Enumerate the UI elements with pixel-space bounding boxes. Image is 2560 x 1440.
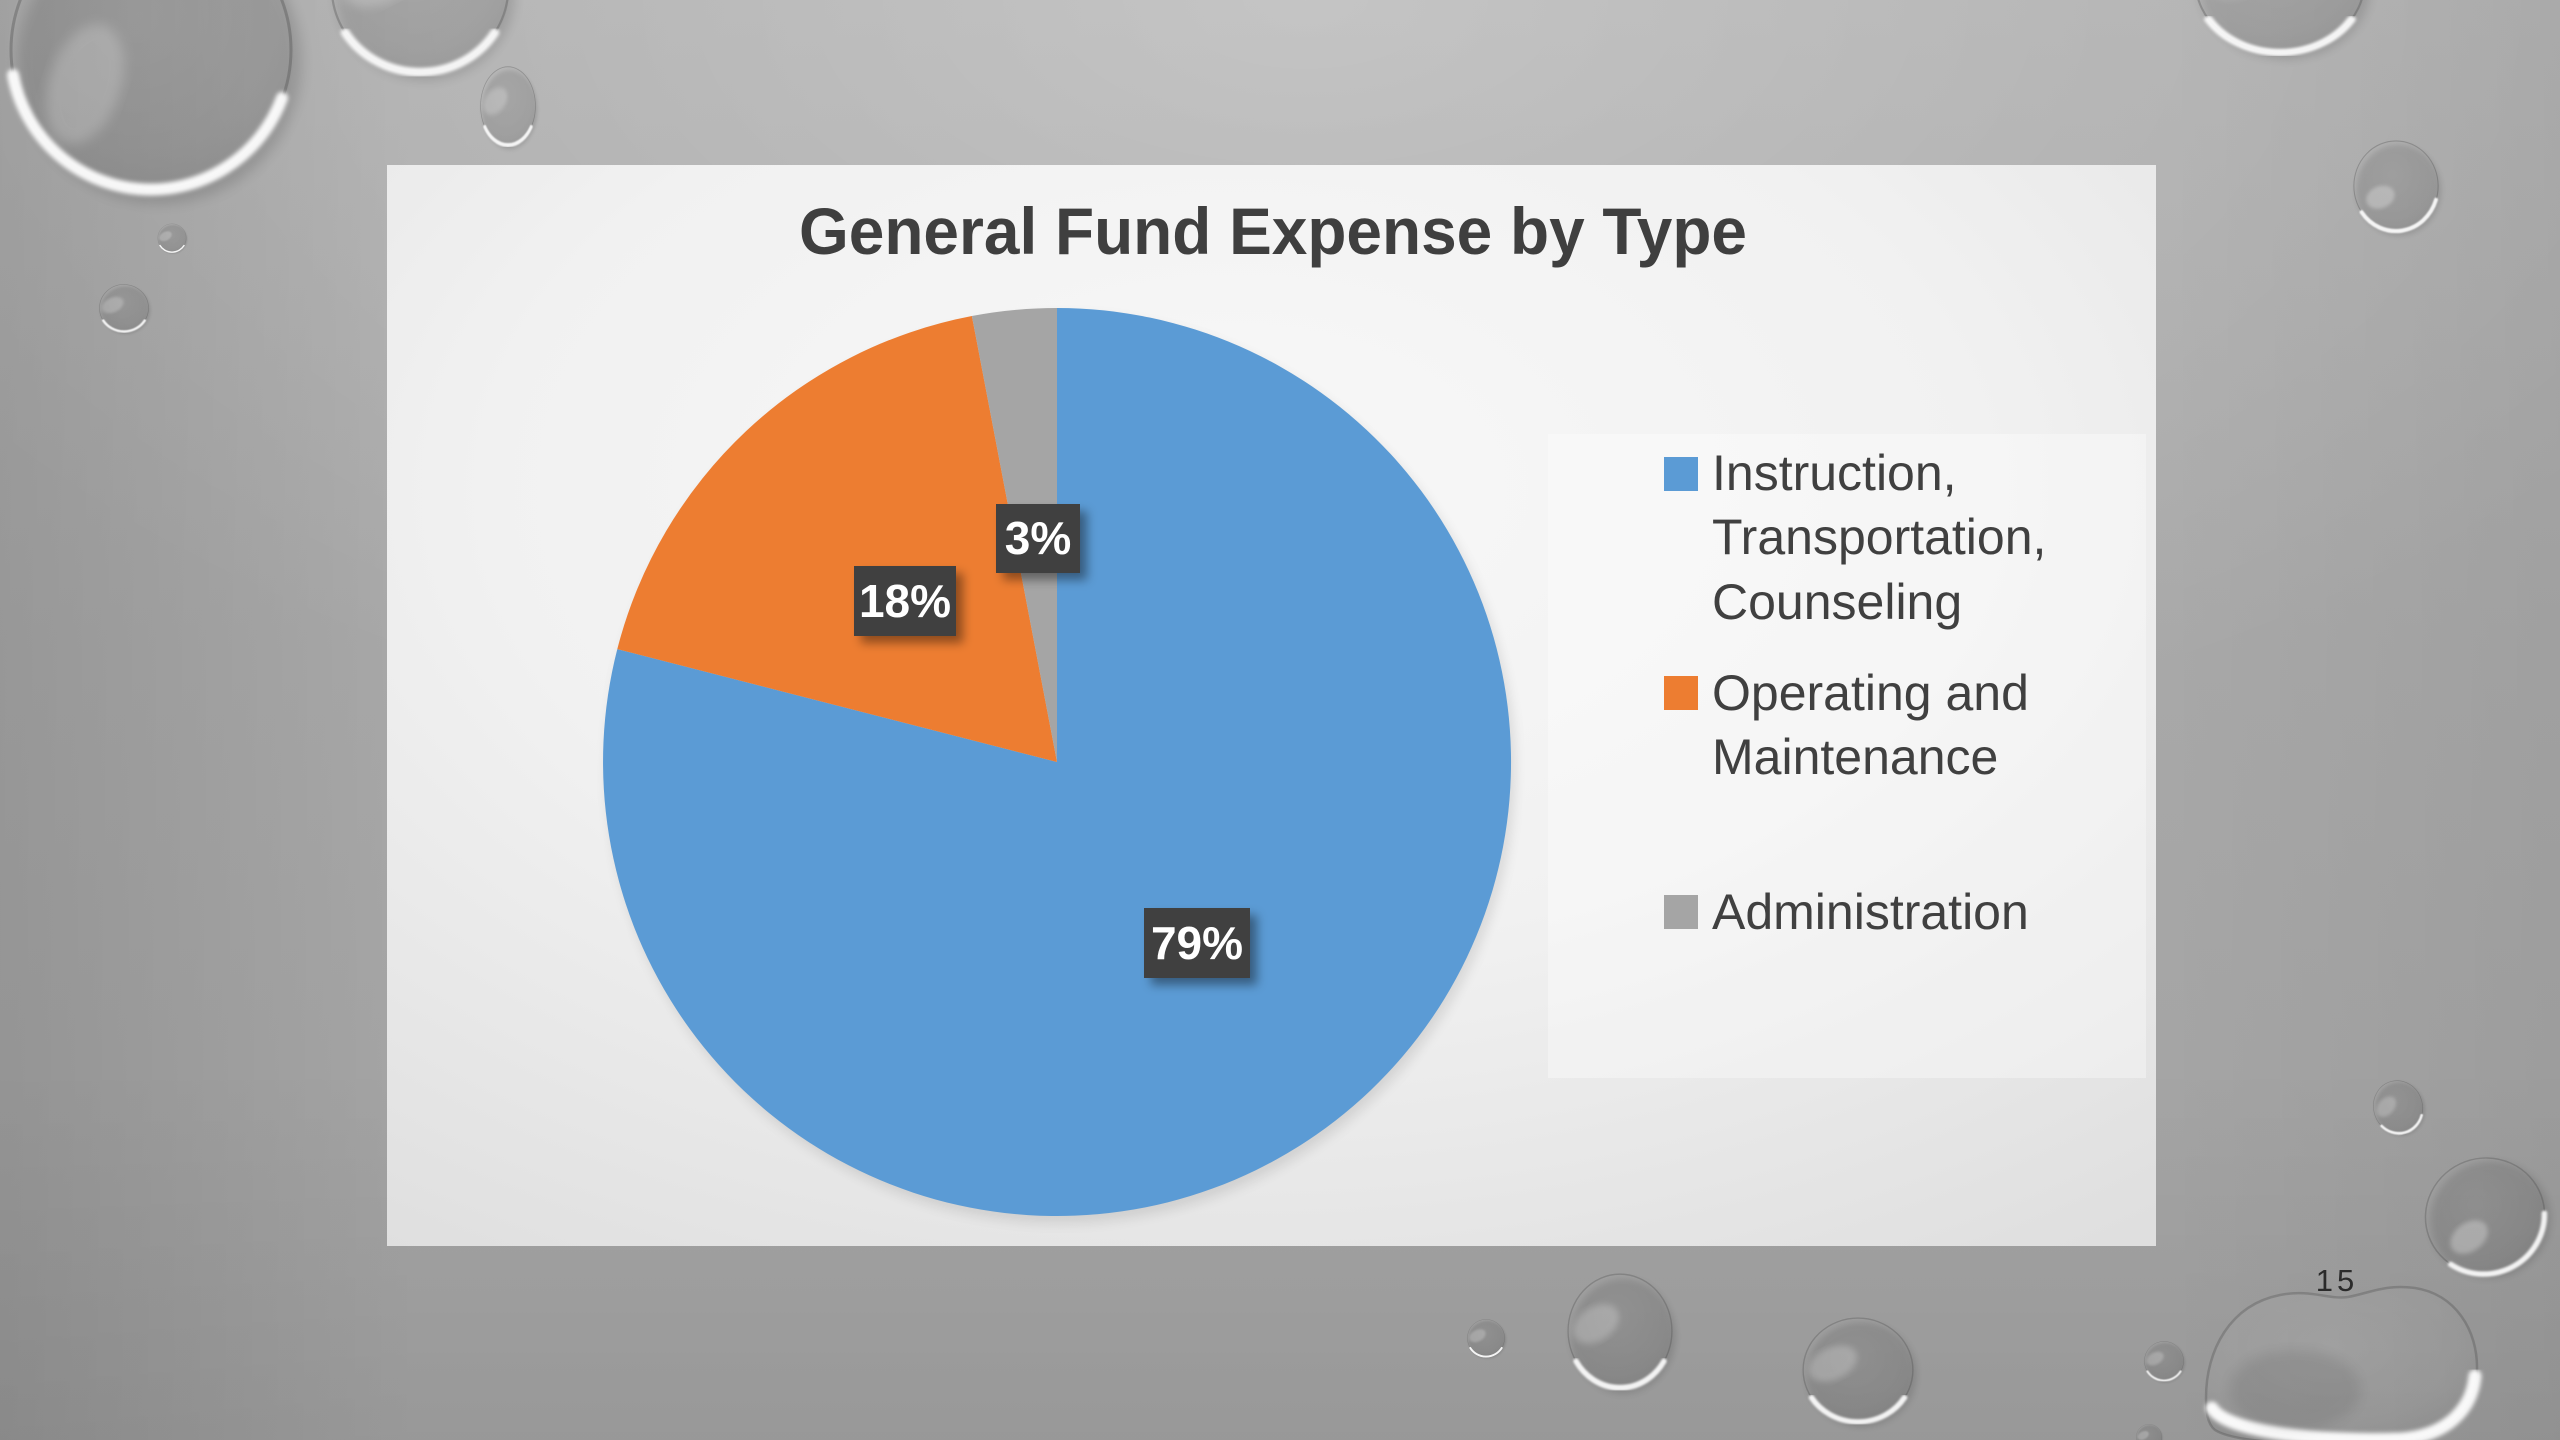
svg-text:Instruction,: Instruction, xyxy=(1712,445,1957,501)
svg-text:Administration: Administration xyxy=(1712,884,2029,940)
svg-text:3%: 3% xyxy=(1005,512,1071,564)
svg-text:Operating and: Operating and xyxy=(1712,665,2029,721)
svg-text:Counseling: Counseling xyxy=(1712,574,1962,630)
svg-text:15: 15 xyxy=(2316,1263,2358,1298)
svg-text:79%: 79% xyxy=(1151,917,1243,969)
svg-text:General Fund Expense by Type: General Fund Expense by Type xyxy=(799,194,1747,268)
svg-text:Maintenance: Maintenance xyxy=(1712,729,1998,785)
svg-text:18%: 18% xyxy=(859,575,951,627)
svg-text:Transportation,: Transportation, xyxy=(1712,509,2046,565)
